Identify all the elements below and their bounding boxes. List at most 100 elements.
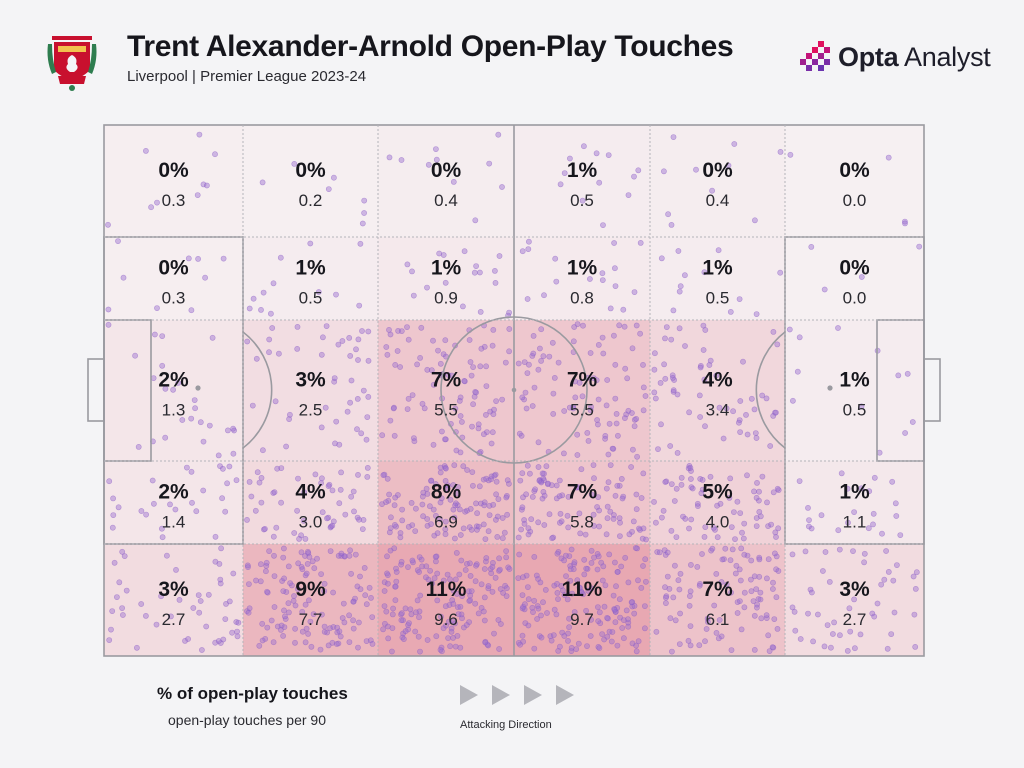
- touch-dot: [175, 379, 182, 386]
- touch-dot: [203, 623, 210, 630]
- touch-dot: [333, 291, 339, 298]
- touch-dot: [442, 603, 449, 610]
- touch-dot: [380, 626, 386, 633]
- touch-dot: [409, 557, 416, 564]
- touch-dot: [871, 474, 878, 481]
- touch-dot: [437, 646, 444, 653]
- touch-dot: [909, 419, 916, 425]
- touch-dot: [741, 604, 748, 611]
- touch-dot: [638, 495, 645, 501]
- touch-dot: [364, 414, 371, 420]
- touch-dot: [234, 628, 240, 635]
- touch-dot: [299, 608, 306, 615]
- touch-dot: [495, 496, 502, 502]
- touch-dot: [278, 499, 284, 506]
- touch-dot: [810, 638, 816, 645]
- touch-dot: [571, 559, 578, 566]
- touch-dot: [404, 261, 411, 268]
- touch-dot: [535, 439, 542, 446]
- touch-dot: [267, 310, 274, 317]
- heat-cell: [378, 237, 514, 320]
- touch-dot: [230, 570, 237, 577]
- touch-dot: [489, 588, 496, 595]
- touch-dot: [390, 605, 396, 612]
- touch-dot: [572, 378, 579, 385]
- touch-dot: [278, 465, 285, 471]
- touch-dot: [350, 598, 357, 605]
- zone-per90-label: 1.1: [843, 513, 867, 532]
- touch-dot: [357, 240, 364, 247]
- touch-dot: [481, 594, 488, 601]
- touch-dot: [428, 477, 435, 484]
- touch-dot: [741, 551, 748, 558]
- touch-dot: [626, 531, 633, 538]
- touch-dot: [138, 508, 145, 514]
- touch-dot: [430, 506, 437, 513]
- touch-dot: [280, 554, 287, 561]
- touch-dot: [420, 489, 427, 496]
- touch-dot: [249, 402, 256, 409]
- touch-dot: [585, 437, 592, 444]
- touch-dot: [652, 395, 659, 402]
- touch-dot: [593, 150, 600, 157]
- touch-dot: [715, 635, 722, 642]
- touch-dot: [149, 477, 156, 484]
- touch-dot: [607, 462, 614, 468]
- touch-dot: [705, 619, 711, 625]
- touch-dot: [524, 462, 531, 469]
- touch-dot: [753, 523, 760, 529]
- touch-dot: [442, 465, 449, 472]
- touch-dot: [596, 179, 603, 186]
- touch-dot: [458, 557, 465, 564]
- zone-per90-label: 0.8: [570, 289, 594, 308]
- touch-dot: [752, 430, 759, 436]
- touch-dot: [365, 328, 372, 335]
- touch-dot: [607, 508, 614, 515]
- touch-dot: [473, 263, 479, 269]
- touch-dot: [194, 192, 201, 198]
- touch-dot: [563, 573, 569, 579]
- touch-dot: [398, 157, 405, 163]
- touch-dot: [250, 295, 257, 302]
- zone-percent-label: 9%: [295, 578, 326, 601]
- touch-dot: [869, 610, 876, 617]
- left-penalty-spot: [195, 385, 201, 391]
- touch-dot: [569, 590, 575, 597]
- touch-dot: [885, 569, 892, 575]
- touch-dot: [381, 588, 388, 594]
- touch-dot: [707, 357, 714, 364]
- touch-dot: [119, 548, 126, 555]
- touch-dot: [636, 525, 642, 532]
- touch-dot: [885, 154, 892, 161]
- touch-dot: [572, 394, 579, 401]
- touch-dot: [716, 404, 723, 411]
- touch-dot: [283, 443, 289, 450]
- touch-dot: [189, 499, 195, 506]
- touch-dot: [417, 354, 423, 361]
- touch-dot: [672, 617, 679, 624]
- touch-dot: [458, 418, 465, 425]
- touch-dot: [688, 476, 694, 482]
- touch-dot: [566, 615, 572, 622]
- touch-dot: [548, 482, 555, 489]
- touch-dot: [764, 575, 770, 582]
- touch-dot: [432, 146, 439, 152]
- heat-cell: [243, 320, 378, 461]
- touch-dot: [613, 583, 619, 590]
- touch-dot: [687, 588, 694, 595]
- touch-dot: [516, 551, 523, 558]
- touch-dot: [737, 429, 743, 435]
- touch-dot: [285, 600, 292, 607]
- touch-dot: [517, 641, 523, 648]
- touch-dot: [428, 367, 435, 374]
- touch-dot: [355, 336, 362, 343]
- touch-dot: [500, 590, 506, 596]
- touch-dot: [336, 500, 343, 507]
- touch-dot: [674, 391, 681, 398]
- touch-dot: [612, 361, 619, 368]
- touch-dot: [185, 636, 191, 642]
- touch-dot: [857, 631, 864, 638]
- heat-cell: [514, 237, 650, 320]
- touch-dot: [675, 248, 682, 254]
- touch-dot: [748, 588, 755, 595]
